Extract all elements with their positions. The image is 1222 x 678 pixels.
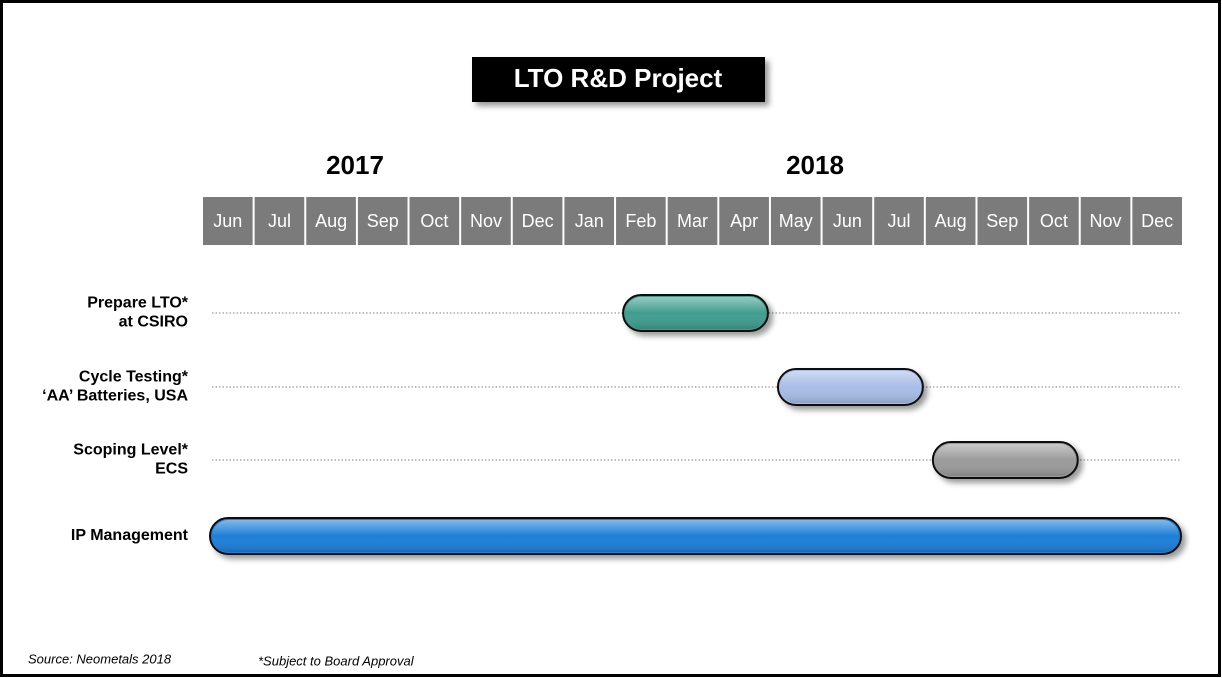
month-cell <box>1080 197 1131 245</box>
month-label: Jun <box>833 211 862 231</box>
bar-gloss <box>625 297 766 329</box>
month-label: Nov <box>470 211 502 231</box>
month-cell <box>254 197 305 245</box>
bar-gloss <box>779 371 921 403</box>
month-label: Nov <box>1090 211 1122 231</box>
month-cell <box>409 197 460 245</box>
month-label: Dec <box>522 211 554 231</box>
month-label: Jun <box>213 211 242 231</box>
month-cell <box>719 197 769 245</box>
month-label: Jul <box>888 211 911 231</box>
month-cell <box>616 197 666 245</box>
year-label: 2018 <box>786 150 844 180</box>
footnote: *Subject to Board Approval <box>258 653 415 668</box>
task-label: Cycle Testing* <box>79 369 189 386</box>
month-label: Apr <box>730 211 758 231</box>
month-cell <box>770 197 821 245</box>
month-label: Oct <box>420 211 448 231</box>
month-cell <box>874 197 924 245</box>
month-cell <box>925 197 976 245</box>
month-cell <box>564 197 615 245</box>
month-label: Feb <box>625 211 656 231</box>
month-cell <box>306 197 356 245</box>
task-label: Scoping Level* <box>73 442 188 459</box>
month-label: Jul <box>268 211 291 231</box>
title-box <box>472 57 765 102</box>
month-cell <box>977 197 1028 245</box>
task-label: ‘AA’ Batteries, USA <box>42 388 188 405</box>
task-label: IP Management <box>71 527 189 544</box>
bar-gloss <box>212 520 1179 552</box>
month-cell <box>1029 197 1079 245</box>
year-label: 2017 <box>326 150 384 180</box>
month-label: May <box>779 211 813 231</box>
month-label: Mar <box>677 211 708 231</box>
month-label: Sep <box>367 211 399 231</box>
chart-title: LTO R&D Project <box>514 63 723 93</box>
month-label: Aug <box>935 211 967 231</box>
month-cell <box>822 197 873 245</box>
task-label: Prepare LTO* <box>87 295 189 312</box>
month-label: Sep <box>986 211 1018 231</box>
source: Source: Neometals 2018 <box>28 651 172 666</box>
month-cell <box>357 197 408 245</box>
month-cell <box>667 197 718 245</box>
bar-gloss <box>934 444 1076 476</box>
month-label: Oct <box>1040 211 1068 231</box>
month-cell <box>203 197 253 245</box>
task-label: ECS <box>155 461 188 478</box>
month-cell <box>1132 197 1182 245</box>
month-label: Jan <box>575 211 604 231</box>
month-label: Aug <box>315 211 347 231</box>
month-cell <box>461 197 511 245</box>
month-label: Dec <box>1141 211 1173 231</box>
task-label: at CSIRO <box>119 314 188 331</box>
month-cell <box>512 197 563 245</box>
